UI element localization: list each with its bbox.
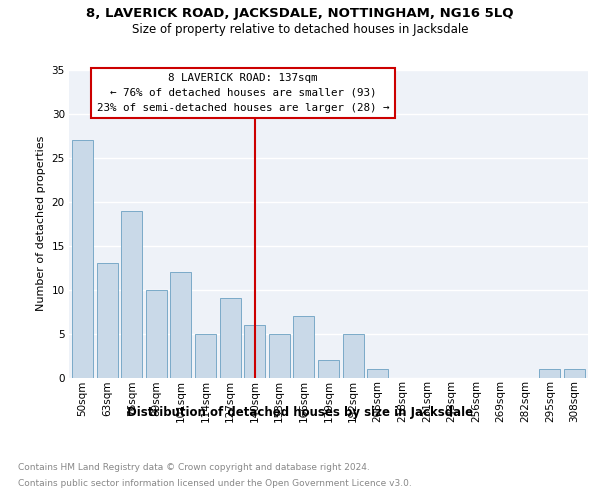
Y-axis label: Number of detached properties: Number of detached properties <box>36 136 46 312</box>
Bar <box>269 334 290 378</box>
Bar <box>146 290 167 378</box>
Text: Size of property relative to detached houses in Jacksdale: Size of property relative to detached ho… <box>132 22 468 36</box>
Bar <box>121 210 142 378</box>
Bar <box>220 298 241 378</box>
Bar <box>97 264 118 378</box>
Text: Contains public sector information licensed under the Open Government Licence v3: Contains public sector information licen… <box>18 479 412 488</box>
Text: Contains HM Land Registry data © Crown copyright and database right 2024.: Contains HM Land Registry data © Crown c… <box>18 462 370 471</box>
Text: 8 LAVERICK ROAD: 137sqm
← 76% of detached houses are smaller (93)
23% of semi-de: 8 LAVERICK ROAD: 137sqm ← 76% of detache… <box>97 73 389 112</box>
Bar <box>72 140 93 378</box>
Text: Distribution of detached houses by size in Jacksdale: Distribution of detached houses by size … <box>127 406 473 419</box>
Bar <box>367 368 388 378</box>
Bar <box>564 368 585 378</box>
Bar <box>539 368 560 378</box>
Bar <box>244 325 265 378</box>
Bar <box>170 272 191 378</box>
Bar <box>195 334 216 378</box>
Bar <box>343 334 364 378</box>
Bar <box>293 316 314 378</box>
Text: 8, LAVERICK ROAD, JACKSDALE, NOTTINGHAM, NG16 5LQ: 8, LAVERICK ROAD, JACKSDALE, NOTTINGHAM,… <box>86 8 514 20</box>
Bar <box>318 360 339 378</box>
